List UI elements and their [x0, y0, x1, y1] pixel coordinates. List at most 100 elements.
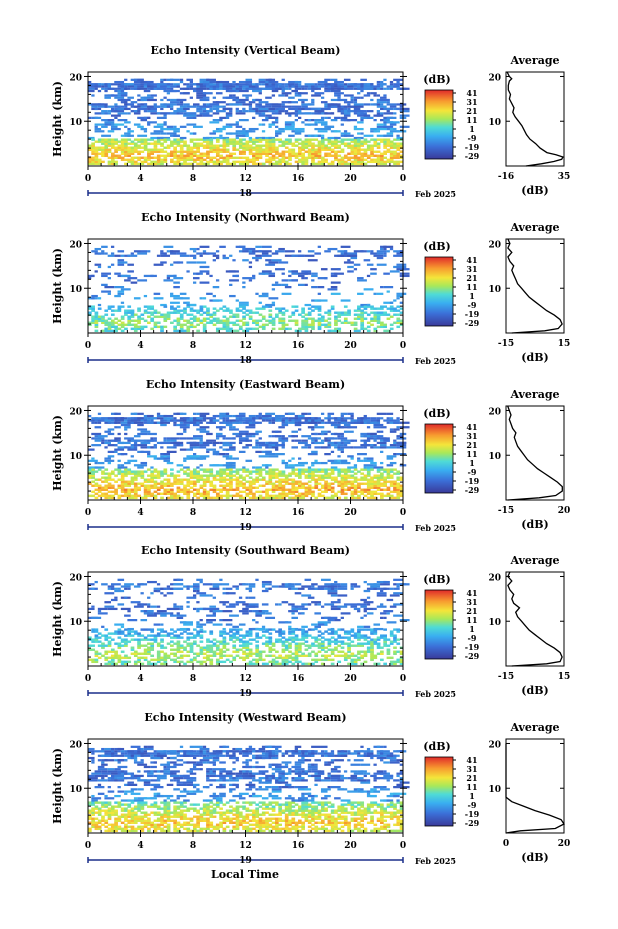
heatmap-cell [120, 644, 125, 647]
heatmap-cell [340, 419, 348, 422]
heatmap-cell [101, 492, 105, 496]
heatmap-cell [127, 640, 132, 643]
heatmap-cell [268, 80, 279, 84]
heatmap-cell [252, 256, 262, 260]
heatmap-cell [232, 259, 236, 262]
heatmap-cell [242, 321, 246, 324]
heatmap-cell [193, 412, 197, 415]
heatmap-cell [163, 459, 171, 462]
heatmap-cell [298, 158, 302, 162]
heatmap-cell [353, 484, 358, 487]
heatmap-cell [97, 303, 102, 307]
heatmap-cell [156, 116, 167, 119]
heatmap-cell [130, 156, 135, 160]
heatmap-cell [202, 319, 207, 322]
heatmap-cell [186, 261, 197, 264]
heatmap-cell [124, 152, 128, 155]
heatmap-cell [380, 138, 384, 141]
heatmap-cell [156, 158, 161, 162]
heatmap-cell [199, 78, 210, 81]
heatmap-cell [193, 142, 197, 145]
heatmap-cell [396, 321, 401, 324]
heatmap-cell [117, 421, 121, 424]
heatmap-cell [275, 472, 279, 475]
heatmap-cell [91, 640, 95, 643]
heatmap-cell [183, 309, 187, 312]
heatmap-cell [370, 417, 377, 420]
heatmap-cell [173, 134, 180, 137]
heatmap-cell [88, 482, 92, 485]
heatmap-cell [350, 85, 354, 88]
heatmap-cell [147, 648, 151, 651]
heatmap-cell [320, 160, 325, 164]
heatmap-cell [366, 321, 371, 324]
heatmap-cell [301, 160, 305, 164]
heatmap-cell [265, 464, 272, 467]
heatmap-cell [127, 130, 134, 133]
heatmap-cell [107, 428, 115, 431]
heatmap-cell [156, 321, 161, 324]
heatmap-cell [215, 327, 220, 331]
heatmap-cell [238, 439, 249, 442]
heatmap-cell [393, 309, 397, 312]
heatmap-cell [330, 98, 341, 102]
heatmap-cell [393, 484, 397, 487]
heatmap-cell [284, 146, 289, 149]
heatmap-cell [120, 152, 125, 155]
heatmap-cell [389, 150, 394, 153]
heatmap-cell [114, 317, 118, 320]
heatmap-cell [225, 457, 233, 460]
heatmap-cell [173, 478, 177, 481]
heatmap-cell [268, 494, 273, 498]
heatmap-cell [363, 317, 368, 320]
heatmap-cell [347, 85, 351, 88]
heatmap-cell [376, 134, 387, 137]
heatmap-cell [389, 480, 394, 483]
heatmap-cell [94, 482, 99, 485]
heatmap-cell [225, 464, 230, 467]
heatmap-cell [311, 160, 315, 164]
panel-3: Echo Intensity (Eastward Beam)Height (km… [51, 378, 570, 533]
heatmap-cell [284, 85, 289, 88]
heatmap-cell [225, 142, 230, 145]
heatmap-cell [252, 138, 256, 141]
heatmap-cell [130, 150, 135, 153]
heatmap-cell [114, 444, 118, 447]
heatmap-cell [353, 490, 358, 494]
heatmap-cell [383, 478, 387, 481]
heatmap-cell [124, 428, 128, 431]
heatmap-cell [317, 130, 328, 133]
heatmap-cell [327, 486, 332, 489]
heatmap-cell [238, 305, 243, 308]
heatmap-cell [252, 492, 256, 496]
heatmap-cell [150, 470, 155, 473]
heatmap-cell [288, 417, 298, 420]
heatmap-cell [215, 317, 220, 320]
heatmap-cell [104, 138, 109, 141]
heatmap-cell [124, 488, 128, 491]
heatmap-cell [160, 628, 164, 631]
heatmap-cell [330, 421, 335, 424]
heatmap-cell [330, 150, 335, 153]
heatmap-cell [166, 478, 171, 481]
heatmap-cell [114, 439, 121, 442]
heatmap-cell [389, 494, 394, 498]
heatmap-cell [353, 309, 358, 312]
heatmap-cell [114, 103, 118, 106]
heatmap-cell [120, 146, 125, 149]
heatmap-cell [127, 426, 131, 429]
heatmap-cell [242, 329, 246, 333]
heatmap-cell [330, 496, 335, 500]
heatmap-cell [147, 634, 151, 637]
heatmap-cell [281, 307, 286, 310]
heatmap-cell [235, 421, 239, 424]
heatmap-cell [232, 321, 237, 324]
heatmap-cell [366, 437, 377, 440]
heatmap-cell [366, 482, 371, 485]
heatmap-cell [229, 152, 233, 155]
heatmap-cell [317, 286, 325, 289]
heatmap-cell [107, 307, 112, 310]
heatmap-cell [124, 492, 128, 496]
heatmap-cell [291, 279, 298, 282]
heatmap-cell [140, 98, 151, 102]
